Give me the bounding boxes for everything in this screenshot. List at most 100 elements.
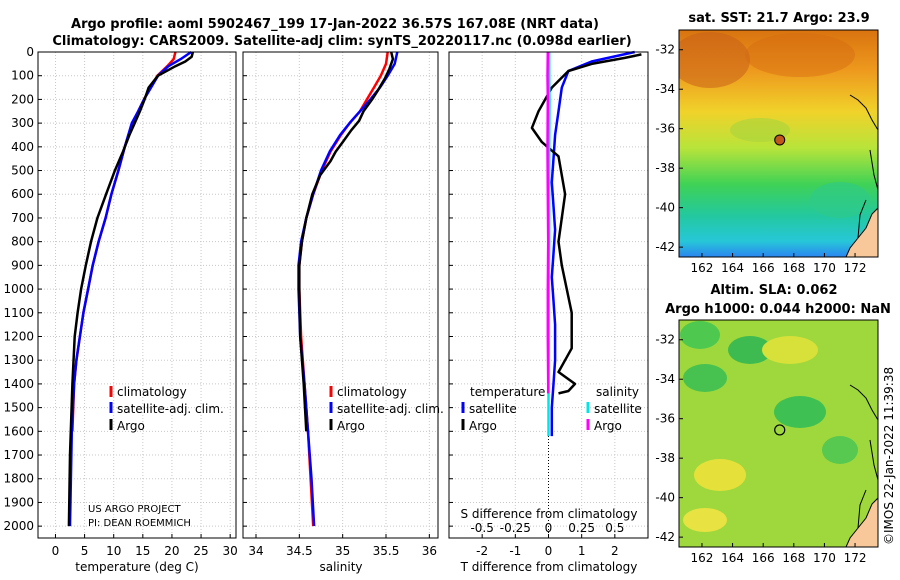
map-lat-label: -32	[655, 333, 675, 347]
legend-label-t-argo: Argo	[469, 419, 497, 433]
map-lon-label: 172	[844, 261, 867, 275]
map-lat-label: -36	[655, 412, 675, 426]
sst-warm-patch	[679, 32, 750, 88]
map-lat-label: -34	[655, 82, 675, 96]
argo-float-marker-sla	[774, 424, 786, 436]
x-tick-label: -2	[476, 544, 488, 558]
coastline	[849, 384, 878, 529]
map-lat-label: -36	[655, 122, 675, 136]
header-line1: Argo profile: aoml 5902467_199 17-Jan-20…	[71, 17, 599, 32]
depth-tick-label: 1200	[3, 329, 34, 343]
header-line2: Climatology: CARS2009. Satellite-adj cli…	[52, 34, 631, 49]
x-tick-label: 20	[164, 544, 179, 558]
x-tick-label: 36	[422, 544, 437, 558]
sla-low-patch	[762, 336, 818, 364]
legend-label-s-satellite: satellite	[594, 402, 642, 416]
sla-map-title: Altim. SLA: 0.062	[711, 283, 838, 298]
map-lon-label: 168	[782, 551, 805, 565]
x-tick-label: -1	[509, 544, 521, 558]
depth-tick-label: 800	[11, 235, 34, 249]
x-tick-label: 34	[248, 544, 263, 558]
sst-warm-patch	[745, 33, 855, 77]
x-tick-label: 35.5	[373, 544, 400, 558]
coastline	[849, 94, 878, 239]
map-lat-label: -40	[655, 491, 675, 505]
sst-map	[679, 30, 878, 257]
depth-tick-label: 300	[11, 116, 34, 130]
x-tick-label: 25	[193, 544, 208, 558]
sla-high-patch	[683, 364, 727, 392]
x2-tick-label: 0.25	[568, 521, 595, 535]
depth-tick-label: 400	[11, 140, 34, 154]
x2-tick-label: -0.25	[500, 521, 531, 535]
pi-label: PI: DEAN ROEMMICH	[88, 518, 191, 529]
depth-tick-label: 0	[26, 45, 34, 59]
depth-tick-label: 1600	[3, 424, 34, 438]
legend-label-t-satellite: satellite	[469, 402, 517, 416]
depth-tick-label: 1700	[3, 448, 34, 462]
map-lon-label: 166	[752, 261, 775, 275]
map-lon-label: 164	[721, 551, 744, 565]
depth-axis: 0 100 200 300 400 500 600 700 800 900 1000 1100 1200…	[3, 45, 34, 533]
sst-cool-patch	[810, 182, 870, 218]
plot-area	[243, 52, 438, 538]
depth-tick-label: 1500	[3, 401, 34, 415]
map-lon-label: 166	[752, 551, 775, 565]
depth-tick-label: 1000	[3, 282, 34, 296]
depth-tick-label: 1400	[3, 377, 34, 391]
depth-tick-label: 200	[11, 92, 34, 106]
plot-frame	[37, 51, 237, 539]
temperature-panel: 0 5 10 15 20 25 30	[37, 50, 238, 558]
map-lon-label: 172	[844, 551, 867, 565]
x-tick-label: 10	[106, 544, 121, 558]
sla-high-patch	[728, 336, 772, 364]
legend-label-argo: Argo	[117, 419, 145, 433]
x-tick-label: 30	[223, 544, 238, 558]
map-lon-label: 164	[721, 261, 744, 275]
series-line-temperature-argo	[530, 53, 642, 395]
depth-tick-label: 1800	[3, 472, 34, 486]
x-tick-label: 1	[578, 544, 586, 558]
legend-label-satellite: satellite-adj. clim.	[337, 402, 444, 416]
sla-high-patch	[822, 436, 858, 464]
map-lat-label: -42	[655, 240, 675, 254]
x-tick-label: 15	[135, 544, 150, 558]
map-lat-label: -34	[655, 372, 675, 386]
legend-title-salinity: salinity	[596, 385, 639, 399]
sla-high-patch	[774, 396, 826, 428]
map-lat-label: -38	[655, 161, 675, 175]
sla-map-subtitle: Argo h1000: 0.044 h2000: NaN	[665, 302, 891, 317]
x-tick-label: 5	[81, 544, 89, 558]
legend-title-temperature: temperature	[470, 385, 545, 399]
map-lon-label: 168	[782, 261, 805, 275]
legend-label-climatology: climatology	[117, 385, 187, 399]
map-lat-label: -38	[655, 451, 675, 465]
map-lon-label: 170	[813, 551, 836, 565]
plot-frame	[242, 51, 439, 539]
difference-xlabel2: S difference from climatology	[461, 507, 638, 521]
legend-label-climatology: climatology	[337, 385, 407, 399]
sst-cool-patch	[730, 118, 790, 142]
series-line-argo	[298, 51, 395, 432]
x-tick-label: 2	[611, 544, 619, 558]
salinity-panel: 34 34.5 35 35.5 36	[242, 51, 439, 558]
plot-area	[38, 52, 236, 538]
depth-tick-label: 2000	[3, 519, 34, 533]
depth-tick-label: 900	[11, 258, 34, 272]
salinity-xlabel: salinity	[319, 560, 362, 574]
x-tick-label: 0	[52, 544, 60, 558]
legend-label-argo: Argo	[337, 419, 365, 433]
project-label: US ARGO PROJECT	[88, 504, 182, 515]
map-lon-label: 162	[691, 261, 714, 275]
x2-tick-label: 0.5	[605, 521, 624, 535]
depth-tick-label: 500	[11, 164, 34, 178]
x-tick-label: 0	[545, 544, 553, 558]
depth-tick-label: 1900	[3, 495, 34, 509]
series-line-temperature-satellite	[550, 50, 635, 437]
sla-map-frame	[678, 319, 879, 548]
temperature-legend: climatology satellite-adj. clim. Argo	[109, 385, 224, 433]
legend-label-satellite: satellite-adj. clim.	[117, 402, 224, 416]
argo-float-marker-sst	[774, 134, 786, 146]
x2-tick-label: -0.5	[470, 521, 493, 535]
sla-low-patch	[694, 459, 746, 491]
